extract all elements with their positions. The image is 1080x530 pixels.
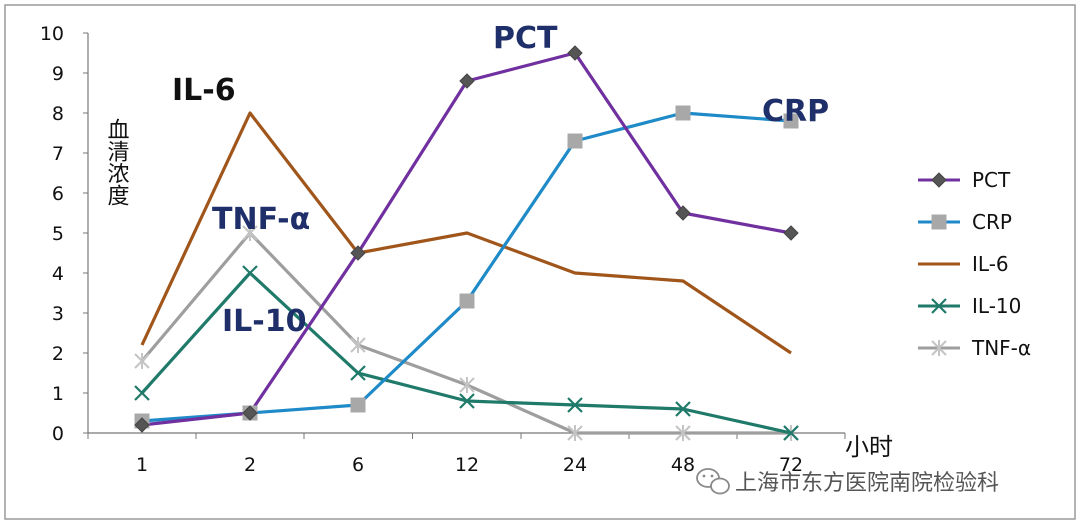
- data-point-il-10: [567, 397, 583, 413]
- legend-item: PCT: [918, 168, 1011, 192]
- series-line-il-6: [140, 111, 792, 355]
- wechat-icon: [696, 468, 730, 495]
- data-point-pct: [675, 205, 691, 221]
- data-point-il-10: [459, 393, 475, 409]
- annotation-crp: CRP: [762, 94, 829, 129]
- y-axis-label: 血清浓度: [104, 118, 130, 206]
- legend: PCT CRP IL-6 IL-10 TNF-α: [918, 168, 1031, 360]
- legend-item: TNF-α: [918, 336, 1031, 360]
- legend-label: IL-6: [972, 252, 1009, 276]
- watermark: 上海市东方医院南院检验科: [696, 468, 999, 496]
- data-point-tnf: [567, 425, 583, 441]
- data-point-tnf: [242, 225, 258, 241]
- data-point-pct: [459, 73, 475, 89]
- y-tick-label: 4: [52, 263, 64, 285]
- x-axis-label: 小时: [845, 433, 893, 461]
- x-tick-label: 1: [136, 454, 148, 476]
- data-point-crp: [459, 293, 475, 309]
- y-tick-label: 7: [52, 143, 64, 165]
- data-point-pct: [242, 405, 258, 421]
- y-tick-label: 10: [40, 23, 64, 45]
- y-tick-label: 8: [52, 103, 64, 125]
- data-point-il-10: [134, 385, 150, 401]
- legend-marker: [931, 298, 947, 314]
- annotation-il-10: IL-10: [222, 304, 306, 339]
- y-tick-label: 9: [52, 63, 64, 85]
- data-point-tnf: [134, 353, 150, 369]
- data-point-tnf: [350, 337, 366, 353]
- data-point-tnf: [675, 425, 691, 441]
- x-tick-label: 72: [779, 454, 803, 476]
- x-tick-label: 48: [671, 454, 695, 476]
- legend-marker: [931, 340, 947, 356]
- x-tick-label: 2: [244, 454, 256, 476]
- legend-item: IL-6: [918, 252, 1009, 276]
- x-tick-label: 6: [352, 454, 364, 476]
- legend-item: CRP: [918, 210, 1012, 234]
- chart-frame: [4, 4, 1076, 520]
- y-tick-label: 5: [52, 223, 64, 245]
- data-point-il-10: [783, 425, 799, 441]
- data-point-pct: [567, 45, 583, 61]
- legend-marker: [931, 214, 947, 230]
- data-point-crp: [350, 397, 366, 413]
- y-tick-label: 3: [52, 303, 64, 325]
- data-point-il-10: [350, 365, 366, 381]
- legend-item: IL-10: [918, 294, 1021, 318]
- x-tick-label: 24: [563, 454, 587, 476]
- y-tick-label: 0: [52, 423, 64, 445]
- data-point-tnf: [459, 377, 475, 393]
- data-point-il-10: [242, 265, 258, 281]
- y-tick-label: 1: [52, 383, 64, 405]
- legend-label: CRP: [972, 210, 1012, 234]
- data-point-crp: [567, 133, 583, 149]
- annotations: PCT CRP IL-6 TNF-α IL-10: [172, 21, 829, 339]
- data-point-il-10: [675, 401, 691, 417]
- annotation-il-6: IL-6: [172, 73, 236, 108]
- data-point-pct: [350, 245, 366, 261]
- data-point-crp: [675, 105, 691, 121]
- y-tick-label: 2: [52, 343, 64, 365]
- series-markers: [134, 45, 799, 441]
- annotation-tnf: TNF-α: [212, 202, 310, 237]
- legend-label: IL-10: [972, 294, 1021, 318]
- legend-label: TNF-α: [971, 336, 1031, 360]
- data-point-pct: [783, 225, 799, 241]
- data-point-pct: [134, 417, 150, 433]
- annotation-pct: PCT: [493, 21, 558, 56]
- legend-label: PCT: [972, 168, 1011, 192]
- y-tick-label: 6: [52, 183, 64, 205]
- watermark-text: 上海市东方医院南院检验科: [735, 471, 999, 496]
- x-tick-label: 12: [455, 454, 479, 476]
- data-point-crp: [783, 113, 799, 129]
- legend-marker: [931, 172, 947, 188]
